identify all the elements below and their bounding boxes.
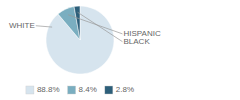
- legend-item: 8.4%: [68, 85, 97, 94]
- pie: [46, 6, 114, 74]
- leader-line: [78, 12, 123, 41]
- annotations: WHITEHISPANICBLACK: [9, 12, 161, 46]
- pie-slice: [58, 7, 80, 40]
- pie-slice: [46, 6, 114, 74]
- legend: 88.8% 8.4% 2.8%: [26, 85, 134, 94]
- leader-line: [68, 15, 122, 34]
- slice-label: BLACK: [124, 37, 151, 46]
- legend-item: 2.8%: [105, 85, 134, 94]
- chart: WHITEHISPANICBLACK 88.8% 8.4% 2.8%: [0, 0, 240, 100]
- leader-line: [36, 26, 52, 27]
- legend-swatch: [105, 86, 113, 94]
- legend-label: 8.4%: [79, 85, 97, 94]
- slice-label: WHITE: [9, 21, 35, 30]
- legend-swatch: [26, 86, 34, 94]
- pie-slice: [74, 6, 80, 40]
- legend-label: 2.8%: [116, 85, 134, 94]
- legend-label: 88.8%: [37, 85, 60, 94]
- legend-item: 88.8%: [26, 85, 60, 94]
- legend-swatch: [68, 86, 76, 94]
